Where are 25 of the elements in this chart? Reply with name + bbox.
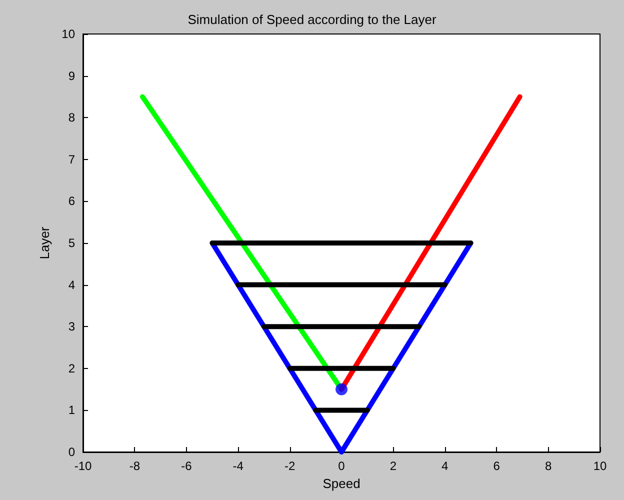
x-tick-label: 8 xyxy=(544,459,552,473)
y-axis-title: Layer xyxy=(36,226,52,260)
y-tick-label: 9 xyxy=(68,68,76,83)
x-tick-label: -4 xyxy=(232,459,244,473)
y-tick-label: 3 xyxy=(68,320,76,334)
x-tick-label: -10 xyxy=(74,459,92,473)
x-tick-label: 0 xyxy=(338,459,346,473)
x-tick-label: -2 xyxy=(284,459,296,473)
x-axis-title: Speed xyxy=(322,476,360,491)
x-tick-label: 10 xyxy=(593,459,607,473)
y-tick-label: 0 xyxy=(68,445,76,459)
y-tick-label: 4 xyxy=(68,278,76,292)
x-tick-label: 4 xyxy=(442,459,449,473)
x-tick-label: -8 xyxy=(129,459,140,473)
x-tick-label: -6 xyxy=(181,459,192,473)
y-tick-label: 10 xyxy=(62,27,76,41)
y-tick-label: 2 xyxy=(68,361,76,376)
y-tick-label: 7 xyxy=(68,152,76,166)
y-tick-label: 1 xyxy=(68,403,76,418)
y-tick-label: 8 xyxy=(68,110,76,125)
x-tick-label: 2 xyxy=(390,459,397,473)
x-tick-label: 6 xyxy=(493,459,500,473)
y-tick-label: 5 xyxy=(68,236,76,250)
chart-title: Simulation of Speed according to the Layer xyxy=(188,12,437,27)
y-tick-label: 6 xyxy=(68,194,76,208)
